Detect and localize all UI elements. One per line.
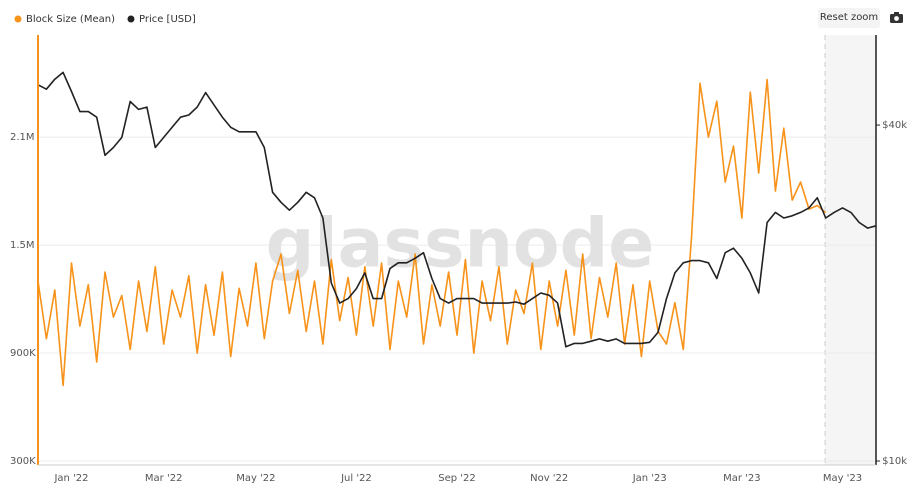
x-tick-label: Mar '22: [145, 473, 183, 484]
x-tick-label: May '23: [823, 473, 862, 484]
y-tick-label: 900K: [10, 348, 36, 359]
x-tick-label: Mar '23: [723, 473, 761, 484]
y-tick-label: 300K: [10, 456, 36, 467]
legend-marker: [14, 15, 22, 23]
y2-tick-label: $40k: [882, 120, 907, 131]
y-tick-label: 2.1M: [10, 132, 35, 143]
series-line: [37, 78, 827, 387]
x-tick-label: May '22: [236, 473, 275, 484]
x-tick-label: Jan '23: [632, 473, 667, 484]
x-tick-label: Jan '22: [53, 473, 88, 484]
legend-label: Block Size (Mean): [26, 14, 115, 25]
legend-label: Price [USD]: [139, 14, 196, 25]
y2-tick-label: $10k: [882, 456, 907, 467]
camera-icon[interactable]: [890, 12, 903, 23]
x-tick-label: Sep '22: [438, 473, 476, 484]
forecast-shade: [825, 35, 876, 465]
legend-marker: [127, 15, 135, 23]
y-tick-label: 1.5M: [10, 240, 35, 251]
x-tick-label: Nov '22: [530, 473, 568, 484]
watermark: glassnode: [266, 205, 655, 284]
reset-zoom-button[interactable]: Reset zoom: [818, 8, 880, 28]
series-line: [37, 71, 877, 348]
x-tick-label: Jul '22: [340, 473, 372, 484]
